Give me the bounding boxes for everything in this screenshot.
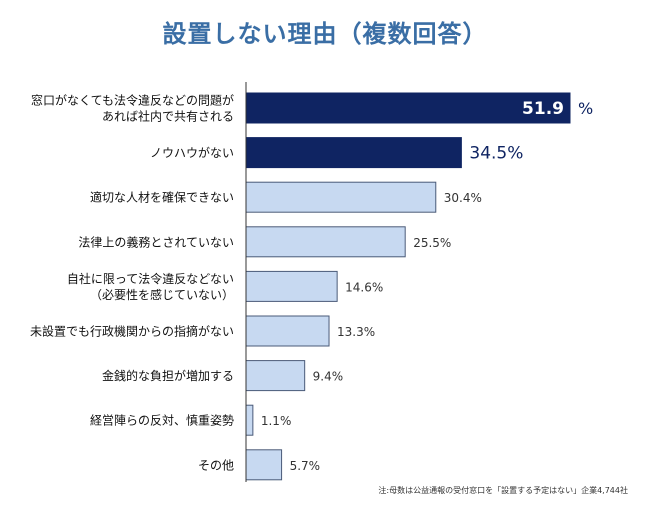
value-label: 13.3% [337, 325, 375, 339]
bar [245, 270, 338, 302]
value-unit-label: % [578, 99, 593, 118]
bar [245, 315, 330, 347]
bar [245, 449, 283, 481]
category-label: 自社に限って法令違反などない [67, 271, 234, 286]
category-label: 金銭的な負担が増加する [102, 368, 234, 383]
category-label: （必要性を感じていない） [90, 287, 234, 302]
value-label: 5.7% [290, 459, 321, 473]
category-label: その他 [198, 458, 234, 472]
bar [245, 360, 306, 392]
bar [245, 92, 571, 124]
value-label: 1.1% [261, 414, 292, 428]
value-label: 51.9 [522, 99, 564, 119]
value-label: 25.5% [413, 236, 451, 250]
category-label: あれば社内で共有される [102, 109, 234, 124]
value-label: 9.4% [313, 370, 344, 384]
bar [245, 137, 462, 169]
value-label: 14.6% [345, 280, 383, 294]
category-label: 経営陣らの反対、慎重姿勢 [90, 413, 234, 428]
bar [245, 226, 406, 258]
category-label: 適切な人材を確保できない [90, 190, 234, 205]
category-label: 未設置でも行政機関からの指摘がない [30, 324, 234, 339]
value-label: 34.5% [469, 144, 523, 164]
category-label: 窓口がなくても法令違反などの問題が [31, 93, 234, 108]
bar [245, 181, 437, 213]
value-label: 30.4% [444, 191, 482, 205]
bar [245, 404, 254, 436]
category-label: 法律上の義務とされていない [78, 234, 234, 249]
category-label: ノウハウがない [150, 145, 234, 160]
chart-title: 設置しない理由（複数回答） [162, 20, 488, 48]
footnote: 注:母数は公益通報の受付窓口を「設置する予定はない」企業4,744社 [378, 486, 628, 495]
